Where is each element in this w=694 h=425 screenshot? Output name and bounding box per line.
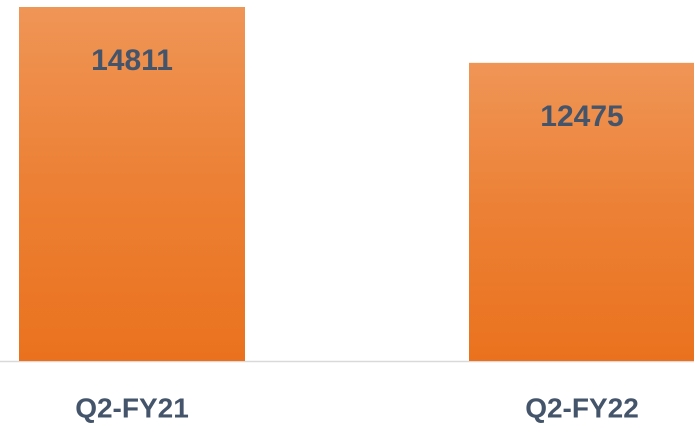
bar [19,7,245,361]
data-label: 12475 [540,100,623,133]
bar [469,62,694,361]
x-tick-label: Q2-FY22 [525,392,639,423]
data-label: 14811 [91,44,173,77]
x-tick-label: Q2-FY21 [75,392,189,423]
